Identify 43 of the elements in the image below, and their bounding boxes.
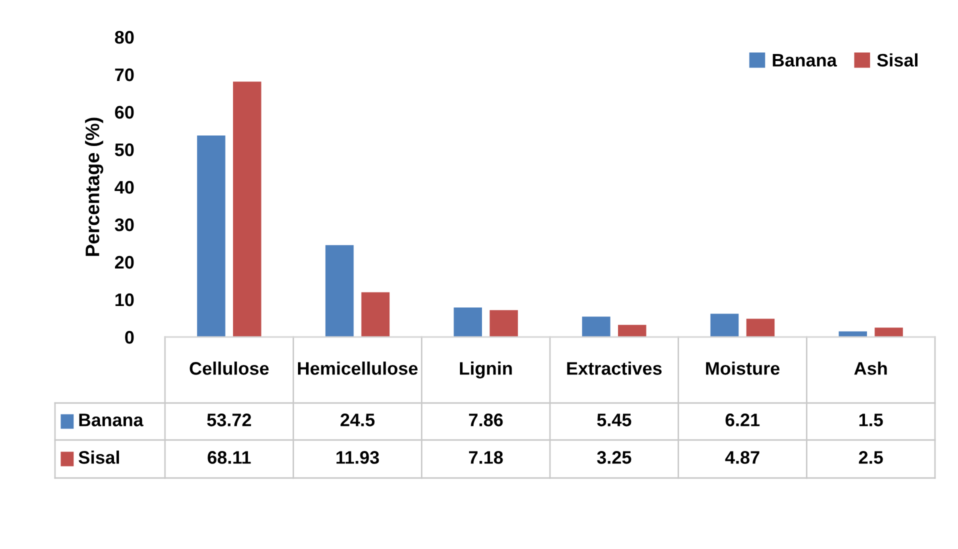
y-tick-label: 10 xyxy=(116,293,134,306)
bar xyxy=(233,82,262,337)
data-label: 2.5 xyxy=(858,451,883,464)
data-label: 7.18 xyxy=(469,451,503,464)
bar xyxy=(746,318,775,337)
x-tick-label: Extractives xyxy=(567,362,662,375)
x-tick-label: Hemicellulose xyxy=(298,362,418,375)
x-tick-label: Ash xyxy=(854,362,887,375)
x-tick-label: Lignin xyxy=(460,362,512,378)
data-label: 68.11 xyxy=(208,451,251,464)
bar xyxy=(618,324,646,337)
data-label: 7.86 xyxy=(469,414,503,426)
y-tick-label: 60 xyxy=(115,106,134,119)
legend-label: Banana xyxy=(772,54,837,67)
y-tick-label: 80 xyxy=(114,30,134,44)
data-label: 53.72 xyxy=(207,414,252,426)
y-tick-label: 30 xyxy=(114,218,134,232)
x-tick-label: Cellulose xyxy=(190,362,269,375)
bar xyxy=(490,310,518,337)
bar xyxy=(710,314,739,337)
bar xyxy=(197,136,226,337)
data-label: 6.21 xyxy=(726,414,760,426)
data-label: 3.25 xyxy=(597,451,632,464)
data-label: 4.87 xyxy=(725,451,760,464)
text: Sisal xyxy=(78,450,119,464)
y-tick-label: 40 xyxy=(114,180,134,194)
bar xyxy=(874,328,903,337)
bar xyxy=(325,245,354,337)
data-label: 24.5 xyxy=(340,414,375,426)
bar xyxy=(361,292,390,337)
data-label: 5.45 xyxy=(597,414,632,426)
y-tick-label: 20 xyxy=(114,256,134,269)
bar xyxy=(582,316,610,337)
data-label: 1.5 xyxy=(859,414,883,426)
bar xyxy=(454,308,482,337)
y-tick-label: 0 xyxy=(125,330,134,344)
y-tick-label: 50 xyxy=(114,143,134,156)
x-tick-label: Moisture xyxy=(706,362,780,375)
y-tick-label: 70 xyxy=(115,68,134,82)
legend-label: Sisal xyxy=(877,53,918,67)
text: Banana xyxy=(79,414,144,426)
data-label: 11.93 xyxy=(336,451,379,464)
y-axis-title: Percentage (%) xyxy=(85,118,104,256)
